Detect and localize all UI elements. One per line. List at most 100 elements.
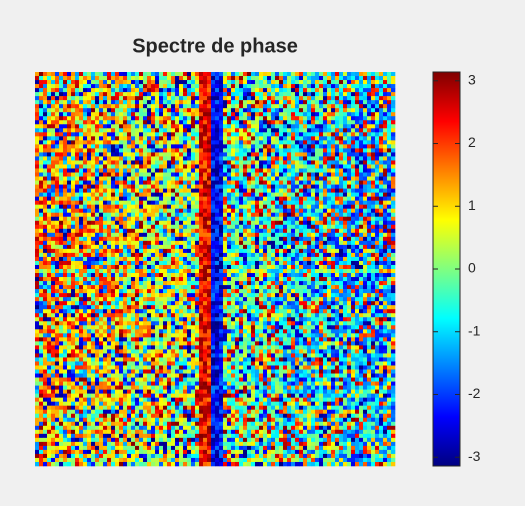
image-texture <box>295 289 299 293</box>
image-texture <box>111 237 115 241</box>
image-texture <box>147 221 151 225</box>
image-texture <box>123 92 127 96</box>
image-texture <box>131 197 135 201</box>
image-texture <box>387 241 391 245</box>
image-texture <box>335 140 339 144</box>
image-texture <box>107 116 111 120</box>
image-texture <box>103 253 107 257</box>
image-texture <box>143 253 147 257</box>
image-texture <box>87 257 91 261</box>
image-texture <box>255 233 259 237</box>
image-texture <box>267 168 271 172</box>
image-texture <box>215 156 219 160</box>
image-texture <box>83 253 87 257</box>
image-texture <box>307 144 311 148</box>
image-texture <box>119 185 123 189</box>
image-texture <box>115 88 119 92</box>
image-texture <box>227 124 231 128</box>
image-texture <box>115 148 119 152</box>
image-texture <box>207 233 211 237</box>
image-texture <box>283 277 287 281</box>
image-texture <box>275 265 279 269</box>
image-texture <box>123 273 127 277</box>
image-texture <box>71 237 75 241</box>
image-texture <box>235 132 239 136</box>
image-texture <box>375 181 379 185</box>
image-texture <box>47 237 51 241</box>
image-texture <box>231 92 235 96</box>
image-texture <box>259 217 263 221</box>
image-texture <box>75 92 79 96</box>
image-texture <box>119 72 123 76</box>
image-texture <box>167 124 171 128</box>
image-texture <box>39 221 43 225</box>
image-texture <box>259 177 263 181</box>
image-texture <box>83 185 87 189</box>
image-texture <box>215 152 219 156</box>
image-texture <box>119 241 123 245</box>
image-texture <box>295 80 299 84</box>
image-texture <box>307 285 311 289</box>
image-texture <box>171 96 175 100</box>
image-texture <box>263 189 267 193</box>
image-texture <box>219 257 223 261</box>
image-texture <box>183 209 187 213</box>
image-texture <box>115 100 119 104</box>
image-texture <box>123 88 127 92</box>
image-texture <box>59 233 63 237</box>
image-texture <box>195 293 199 297</box>
image-texture <box>259 144 263 148</box>
image-texture <box>79 80 83 84</box>
image-texture <box>75 116 79 120</box>
image-texture <box>247 132 251 136</box>
image-texture <box>287 88 291 92</box>
image-texture <box>103 100 107 104</box>
image-texture <box>67 128 71 132</box>
image-texture <box>43 160 47 164</box>
image-texture <box>151 237 155 241</box>
image-texture <box>311 160 315 164</box>
image-texture <box>271 261 275 265</box>
image-texture <box>95 253 99 257</box>
image-texture <box>99 257 103 261</box>
image-texture <box>271 245 275 249</box>
image-texture <box>163 148 167 152</box>
image-texture <box>163 100 167 104</box>
image-texture <box>87 112 91 116</box>
image-texture <box>343 112 347 116</box>
image-texture <box>247 148 251 152</box>
image-texture <box>311 72 315 76</box>
image-texture <box>275 285 279 289</box>
image-texture <box>375 108 379 112</box>
image-texture <box>279 92 283 96</box>
image-texture <box>171 269 175 273</box>
image-texture <box>127 84 131 88</box>
image-texture <box>279 84 283 88</box>
image-texture <box>187 245 191 249</box>
image-texture <box>283 229 287 233</box>
image-texture <box>271 289 275 293</box>
image-texture <box>171 289 175 293</box>
image-texture <box>239 152 243 156</box>
image-texture <box>259 108 263 112</box>
image-texture <box>87 197 91 201</box>
image-texture <box>379 249 383 253</box>
image-texture <box>147 112 151 116</box>
image-texture <box>367 265 371 269</box>
image-texture <box>103 209 107 213</box>
image-texture <box>231 128 235 132</box>
image-texture <box>103 160 107 164</box>
image-texture <box>167 181 171 185</box>
image-texture <box>339 265 343 269</box>
image-texture <box>267 108 271 112</box>
image-texture <box>391 181 395 185</box>
image-texture <box>283 233 287 237</box>
image-texture <box>103 116 107 120</box>
image-texture <box>291 132 295 136</box>
image-texture <box>347 80 351 84</box>
image-texture <box>323 201 327 205</box>
image-texture <box>243 197 247 201</box>
image-texture <box>51 120 55 124</box>
image-texture <box>295 100 299 104</box>
image-texture <box>359 289 363 293</box>
